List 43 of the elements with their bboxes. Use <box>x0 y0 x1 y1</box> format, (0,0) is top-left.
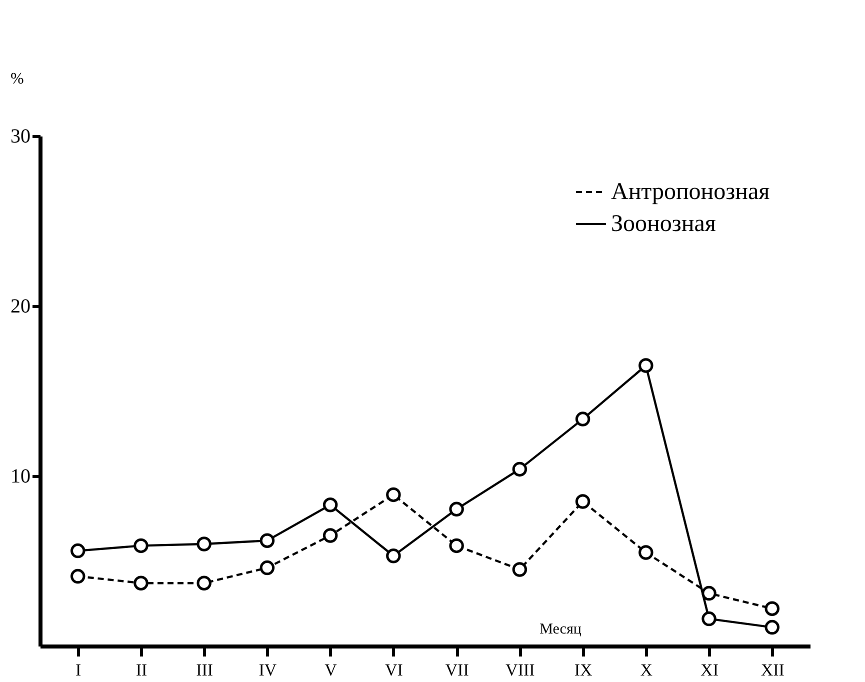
point <box>386 548 401 564</box>
y-tick-label: 30 <box>10 126 30 148</box>
y-tick-label: 10 <box>10 466 30 488</box>
x-tick-label: V <box>324 660 338 680</box>
point <box>70 568 86 584</box>
x-tick-label: XII <box>760 660 785 680</box>
legend-label: Зоонозная <box>611 211 716 237</box>
point <box>322 498 338 512</box>
legend-label: Антропонозная <box>611 179 770 205</box>
point <box>196 576 212 590</box>
x-tick-label: X <box>640 660 653 680</box>
point <box>449 538 464 554</box>
x-tick-label: VIII <box>506 660 536 680</box>
point <box>702 611 716 626</box>
point <box>260 533 275 548</box>
y-axis-title: % <box>10 70 24 88</box>
point <box>70 543 86 558</box>
point <box>764 601 780 616</box>
point <box>134 538 148 554</box>
point <box>260 560 275 576</box>
x-tick-label: IX <box>574 660 592 680</box>
x-tick-label: VII <box>445 660 470 680</box>
point <box>764 620 780 635</box>
x-tick-label: III <box>196 660 214 680</box>
x-tick-label: IV <box>258 660 278 680</box>
point <box>386 487 401 502</box>
x-tick-label: II <box>136 660 148 680</box>
point <box>512 562 528 577</box>
point <box>638 545 654 560</box>
x-tick-label: I <box>76 660 82 680</box>
y-tick-label: 20 <box>10 296 30 318</box>
point <box>575 494 590 509</box>
point <box>702 586 716 601</box>
point <box>449 502 464 517</box>
point <box>575 412 590 426</box>
point <box>638 358 654 373</box>
point <box>322 528 338 543</box>
x-tick-label: XI <box>700 660 719 680</box>
x-axis-title: Месяц <box>540 622 582 638</box>
point <box>196 536 212 552</box>
x-tick-label: VI <box>384 660 404 680</box>
point <box>134 576 148 590</box>
point <box>512 462 528 477</box>
